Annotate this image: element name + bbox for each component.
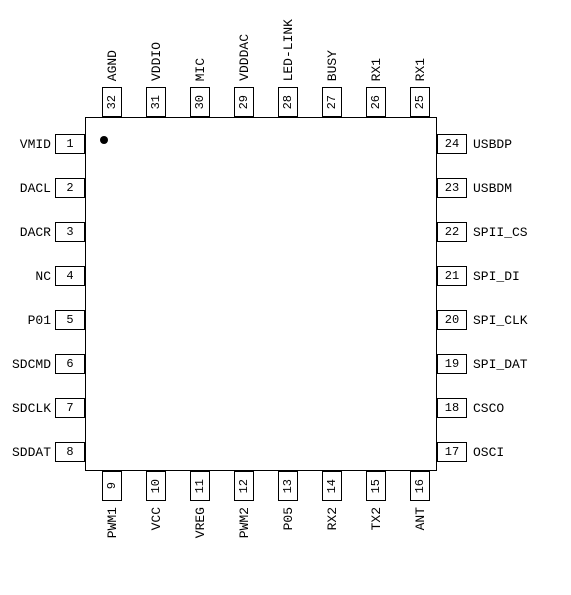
pin-number: 30: [193, 95, 207, 109]
pin-box-14: 14: [322, 471, 342, 501]
pin-label-24: USBDP: [473, 137, 512, 152]
pin-label-14: RX2: [325, 507, 340, 530]
pin-label-11: VREG: [193, 507, 208, 538]
pin-number: 4: [66, 269, 73, 283]
pin-box-18: 18: [437, 398, 467, 418]
pin-label-22: SPII_CS: [473, 225, 528, 240]
pin-label-16: ANT: [413, 507, 428, 530]
pin-box-29: 29: [234, 87, 254, 117]
pin-label-8: SDDAT: [3, 445, 51, 460]
pin-box-19: 19: [437, 354, 467, 374]
pin-label-21: SPI_DI: [473, 269, 520, 284]
pin-label-20: SPI_CLK: [473, 313, 528, 328]
pin-number: 12: [237, 479, 251, 493]
pin-box-17: 17: [437, 442, 467, 462]
pin-box-2: 2: [55, 178, 85, 198]
pin-box-22: 22: [437, 222, 467, 242]
pin-number: 7: [66, 401, 73, 415]
pin1-marker-dot: [100, 136, 108, 144]
pin-box-1: 1: [55, 134, 85, 154]
pin-label-26: RX1: [369, 58, 384, 81]
pin-label-4: NC: [3, 269, 51, 284]
pin-box-28: 28: [278, 87, 298, 117]
pin-box-21: 21: [437, 266, 467, 286]
pin-label-27: BUSY: [325, 50, 340, 81]
pin-number: 1: [66, 137, 73, 151]
pin-number: 26: [369, 95, 383, 109]
pin-box-13: 13: [278, 471, 298, 501]
chip-pinout-diagram: { "chip": { "type": "ic-pinout", "body":…: [0, 0, 571, 595]
pin-box-32: 32: [102, 87, 122, 117]
pin-number: 16: [413, 479, 427, 493]
pin-label-1: VMID: [3, 137, 51, 152]
pin-number: 15: [369, 479, 383, 493]
pin-box-25: 25: [410, 87, 430, 117]
pin-number: 5: [66, 313, 73, 327]
pin-box-24: 24: [437, 134, 467, 154]
pin-number: 6: [66, 357, 73, 371]
pin-box-31: 31: [146, 87, 166, 117]
pin-box-15: 15: [366, 471, 386, 501]
pin-box-7: 7: [55, 398, 85, 418]
pin-box-3: 3: [55, 222, 85, 242]
pin-box-26: 26: [366, 87, 386, 117]
pin-number: 14: [325, 479, 339, 493]
pin-label-29: VDDDAC: [237, 34, 252, 81]
pin-label-6: SDCMD: [3, 357, 51, 372]
pin-number: 24: [445, 137, 459, 151]
pin-label-17: OSCI: [473, 445, 504, 460]
pin-label-32: AGND: [105, 50, 120, 81]
pin-number: 28: [281, 95, 295, 109]
pin-number: 8: [66, 445, 73, 459]
pin-number: 23: [445, 181, 459, 195]
pin-number: 19: [445, 357, 459, 371]
pin-label-25: RX1: [413, 58, 428, 81]
chip-body: [85, 117, 437, 471]
pin-label-18: CSCO: [473, 401, 504, 416]
pin-label-9: PWM1: [105, 507, 120, 538]
pin-number: 20: [445, 313, 459, 327]
pin-label-5: P01: [3, 313, 51, 328]
pin-box-4: 4: [55, 266, 85, 286]
pin-label-10: VCC: [149, 507, 164, 530]
pin-label-23: USBDM: [473, 181, 512, 196]
pin-box-30: 30: [190, 87, 210, 117]
pin-label-19: SPI_DAT: [473, 357, 528, 372]
pin-box-20: 20: [437, 310, 467, 330]
pin-number: 17: [445, 445, 459, 459]
pin-label-12: PWM2: [237, 507, 252, 538]
pin-label-13: P05: [281, 507, 296, 530]
pin-box-27: 27: [322, 87, 342, 117]
pin-number: 11: [193, 479, 207, 493]
pin-number: 29: [237, 95, 251, 109]
pin-box-9: 9: [102, 471, 122, 501]
pin-label-3: DACR: [3, 225, 51, 240]
pin-label-15: TX2: [369, 507, 384, 530]
pin-box-12: 12: [234, 471, 254, 501]
pin-box-5: 5: [55, 310, 85, 330]
pin-number: 27: [325, 95, 339, 109]
pin-box-10: 10: [146, 471, 166, 501]
pin-label-2: DACL: [3, 181, 51, 196]
pin-box-8: 8: [55, 442, 85, 462]
pin-number: 25: [413, 95, 427, 109]
pin-number: 32: [105, 95, 119, 109]
pin-label-28: LED-LINK: [281, 19, 296, 81]
pin-label-30: MIC: [193, 58, 208, 81]
pin-number: 18: [445, 401, 459, 415]
pin-number: 10: [149, 479, 163, 493]
pin-box-16: 16: [410, 471, 430, 501]
pin-box-11: 11: [190, 471, 210, 501]
pin-box-23: 23: [437, 178, 467, 198]
pin-label-31: VDDIO: [149, 42, 164, 81]
pin-label-7: SDCLK: [3, 401, 51, 416]
pin-box-6: 6: [55, 354, 85, 374]
pin-number: 3: [66, 225, 73, 239]
pin-number: 9: [105, 482, 119, 489]
pin-number: 21: [445, 269, 459, 283]
pin-number: 22: [445, 225, 459, 239]
pin-number: 2: [66, 181, 73, 195]
pin-number: 31: [149, 95, 163, 109]
pin-number: 13: [281, 479, 295, 493]
